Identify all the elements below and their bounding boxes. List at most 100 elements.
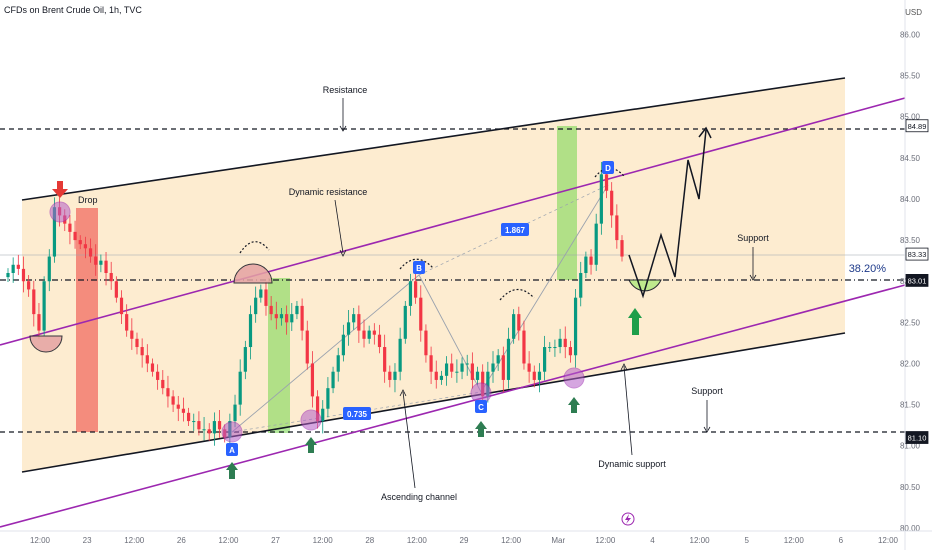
dynamic-support-line [0, 284, 906, 528]
time-axis[interactable]: 12:00 23 12:00 26 12:00 27 12:00 28 12:00 29 12:00… [0, 530, 932, 545]
candle-body [264, 289, 268, 306]
lightning-icon[interactable] [621, 512, 635, 526]
price-tick-label: 80.00 [900, 524, 921, 533]
price-tick-label: 85.50 [900, 72, 921, 81]
candle-body [362, 330, 366, 339]
candle-body [620, 240, 624, 257]
green-up-arrow-2 [305, 437, 317, 453]
time-tick-label: Mar [551, 536, 565, 545]
green-up-arrow-3 [475, 421, 487, 437]
time-tick-label: 6 [839, 536, 844, 545]
time-tick-label: 12:00 [407, 536, 428, 545]
candle-body [135, 338, 139, 348]
touch-circle-5 [563, 367, 585, 389]
time-tick-label: 12:00 [30, 536, 51, 545]
candle-body [341, 334, 345, 356]
candle-body [150, 363, 155, 372]
candle-body [104, 260, 108, 273]
dynamic-support-label: Dynamic support [598, 459, 666, 469]
candle-body [537, 371, 542, 380]
candle-body [512, 314, 516, 339]
drop-zone [76, 208, 98, 432]
price-tick-label: 80.50 [900, 483, 921, 492]
candle-body [42, 281, 46, 331]
point-b-text: B [416, 264, 422, 273]
candle-body [408, 281, 413, 306]
candle-body [393, 371, 397, 380]
candle-body [52, 207, 57, 257]
candle-body [254, 297, 258, 315]
time-tick-label: 4 [650, 536, 655, 545]
ratio-bc-text: 0.735 [347, 410, 368, 419]
candle-body [444, 363, 449, 376]
price-tick-label: 82.50 [900, 318, 921, 327]
point-a-badge[interactable]: A [226, 443, 238, 456]
candle-body [398, 338, 402, 372]
resistance-label: Resistance [323, 85, 368, 95]
candle-body [434, 371, 438, 380]
candle-body [496, 355, 500, 364]
candle-body [109, 273, 113, 282]
point-d-badge[interactable]: D [602, 161, 614, 174]
candle-body [553, 347, 557, 349]
price-tag-label: 81.10 [908, 434, 927, 443]
candle-body [285, 314, 289, 323]
projection-path [628, 129, 707, 299]
candle-body [21, 268, 26, 282]
ratio-bc-badge[interactable]: 0.735 [343, 407, 371, 420]
time-tick-label: 5 [744, 536, 749, 545]
candle-body [217, 421, 222, 430]
candle-body [517, 314, 521, 331]
candle-body [68, 223, 72, 232]
candle-body [527, 363, 531, 372]
candle-body [403, 305, 407, 339]
time-tick-label: 12:00 [690, 536, 711, 545]
candle-body [32, 289, 36, 315]
candle-body [543, 347, 547, 372]
candle-body [584, 256, 588, 273]
candle-body [279, 314, 284, 319]
price-tick-label: 81.50 [900, 401, 921, 410]
projection-arrowhead [698, 126, 712, 139]
candle-body [47, 256, 51, 282]
price-tick-label: 84.00 [900, 195, 921, 204]
candlestick-series [6, 161, 624, 448]
candle-body [88, 248, 93, 257]
price-tag-label: 84.89 [908, 122, 927, 131]
candle-body [558, 338, 562, 348]
time-tick-label: 12:00 [878, 536, 899, 545]
candle-body [470, 363, 474, 380]
candle-body [202, 429, 206, 431]
rounded-bottom-right [628, 279, 662, 292]
price-tag-label: 83.33 [908, 250, 927, 259]
candle-body [357, 314, 361, 331]
dynamic-support-pointer [623, 365, 633, 456]
candle-body [568, 347, 573, 356]
candle-body [99, 260, 103, 265]
candle-body [290, 314, 294, 323]
point-c-badge[interactable]: C [475, 400, 487, 413]
candle-body [269, 305, 273, 315]
candle-body [615, 215, 619, 241]
price-axis[interactable]: 80.0080.5081.0081.5082.0082.5083.0083.50… [900, 0, 929, 550]
candle-body [130, 330, 134, 339]
point-c-text: C [478, 403, 484, 412]
candle-body [171, 396, 175, 405]
candle-body [176, 404, 180, 409]
touch-circle-1 [49, 201, 71, 223]
candle-body [305, 330, 309, 364]
candle-body [78, 240, 82, 245]
dynamic-resistance-line [0, 97, 906, 346]
green-up-arrow-4 [568, 397, 580, 413]
candle-body [27, 281, 31, 290]
candle-body [119, 297, 124, 315]
ascending-channel-pointer [402, 391, 416, 489]
price-tag [905, 274, 929, 287]
point-b-badge[interactable]: B [413, 261, 425, 274]
candle-body [259, 289, 263, 298]
candle-body [326, 388, 330, 409]
candle-body [310, 363, 315, 397]
ratio-cd-badge[interactable]: 1.867 [501, 223, 529, 236]
